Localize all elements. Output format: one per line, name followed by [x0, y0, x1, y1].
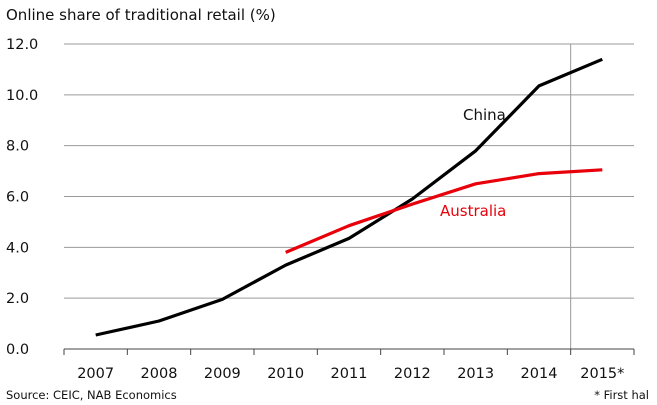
y-tick-label: 8.0	[6, 139, 29, 155]
series-label-china: China	[463, 106, 506, 124]
y-tick-label: 4.0	[6, 240, 29, 256]
y-tick-labels: 0.0 2.0 4.0 6.0 8.0 10.0 12.0	[6, 37, 38, 358]
x-tick-labels: 2007 2008 2009 2010 2011 2012 2013 2014 2015*	[77, 366, 624, 382]
x-tick-label: 2010	[267, 366, 304, 382]
x-tick-label: 2011	[331, 366, 368, 382]
y-tick-label: 10.0	[6, 88, 38, 104]
x-tick-label: 2008	[141, 366, 178, 382]
y-tick-label: 2.0	[6, 291, 29, 307]
x-tick-label: 2013	[457, 366, 494, 382]
series-line-australia	[285, 168, 603, 254]
source-note: Source: CEIC, NAB Economics	[6, 388, 177, 402]
footnote: * First hal	[594, 388, 649, 402]
x-tick-label: 2007	[77, 366, 114, 382]
series-label-australia: Australia	[440, 202, 506, 220]
chart-title: Online share of traditional retail (%)	[6, 6, 276, 24]
series-labels: China Australia	[440, 106, 506, 220]
y-tick-label: 6.0	[6, 190, 29, 206]
axes	[63, 348, 635, 355]
y-tick-label: 0.0	[6, 342, 29, 358]
series-lines	[95, 57, 603, 337]
x-tick-label: 2009	[204, 366, 241, 382]
x-tick-label: 2015*	[580, 366, 624, 382]
y-tick-label: 12.0	[6, 37, 38, 53]
gridlines	[64, 43, 634, 349]
series-line-china	[95, 57, 603, 337]
x-tick-label: 2012	[394, 366, 431, 382]
x-tick-label: 2014	[521, 366, 558, 382]
